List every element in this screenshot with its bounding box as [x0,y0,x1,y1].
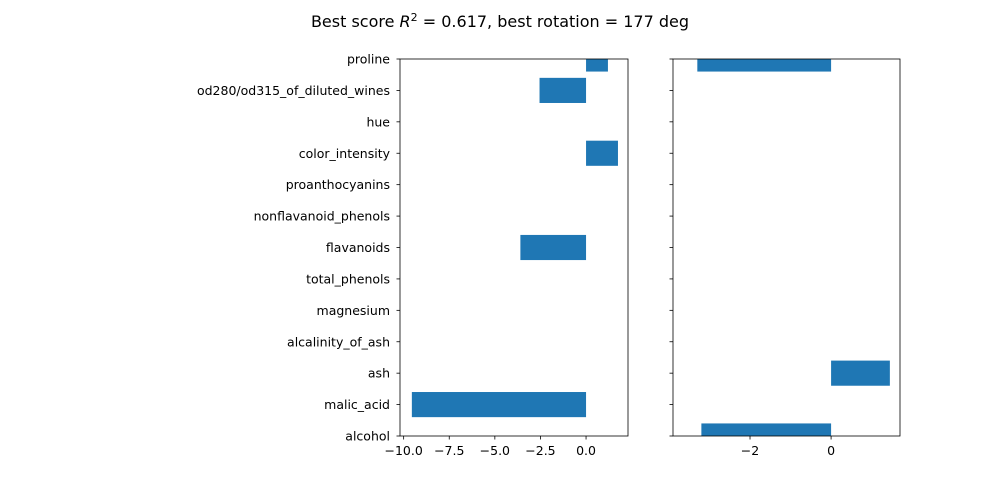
title-suffix: = 0.617, best rotation = 177 deg [418,12,689,31]
title-r: R [400,12,411,31]
xtick-label: −10.0 [384,443,422,458]
ytick-label: alcalinity_of_ash [287,334,390,349]
left-bars [411,59,618,418]
ytick-label: nonflavanoid_phenols [254,209,390,224]
ytick-label: total_phenols [306,271,390,286]
right-subplot: −2 0 [669,58,901,458]
title-prefix: Best score [311,12,400,31]
bar-ash [831,360,890,386]
ytick-label: flavanoids [326,240,390,255]
xtick-label: −7.5 [434,443,464,458]
xtick-label: −2 [741,443,759,458]
xtick-label: −5.0 [480,443,510,458]
ytick-label: magnesium [317,303,390,318]
ytick-label: od280/od315_of_diluted_wines [197,83,390,98]
ytick-label: ash [368,366,390,381]
right-bars [697,59,890,436]
xtick-label: −2.5 [525,443,555,458]
ytick-label: proline [347,52,390,67]
xtick-label: 0 [827,443,835,458]
chart-title: Best score R2 = 0.617, best rotation = 1… [311,11,689,32]
bar-proline [586,59,608,72]
ytick-label: alcohol [345,429,390,444]
ytick-label: proanthocyanins [286,177,390,192]
title-sup: 2 [411,11,418,24]
bar-alcohol [701,423,832,436]
bar-proline [697,59,832,72]
bar-od280/od315_of_diluted_wines [539,77,587,103]
xtick-label: 0.0 [576,443,596,458]
left-subplot: alcohol malic_acid ash alcalinity_of_ash mag… [197,52,629,458]
ytick-label: color_intensity [299,146,391,161]
bar-flavanoids [520,234,587,261]
bar-color_intensity [586,140,618,166]
ytick-label: malic_acid [324,397,390,412]
bar-malic_acid [411,392,587,418]
ytick-label: hue [366,114,390,129]
